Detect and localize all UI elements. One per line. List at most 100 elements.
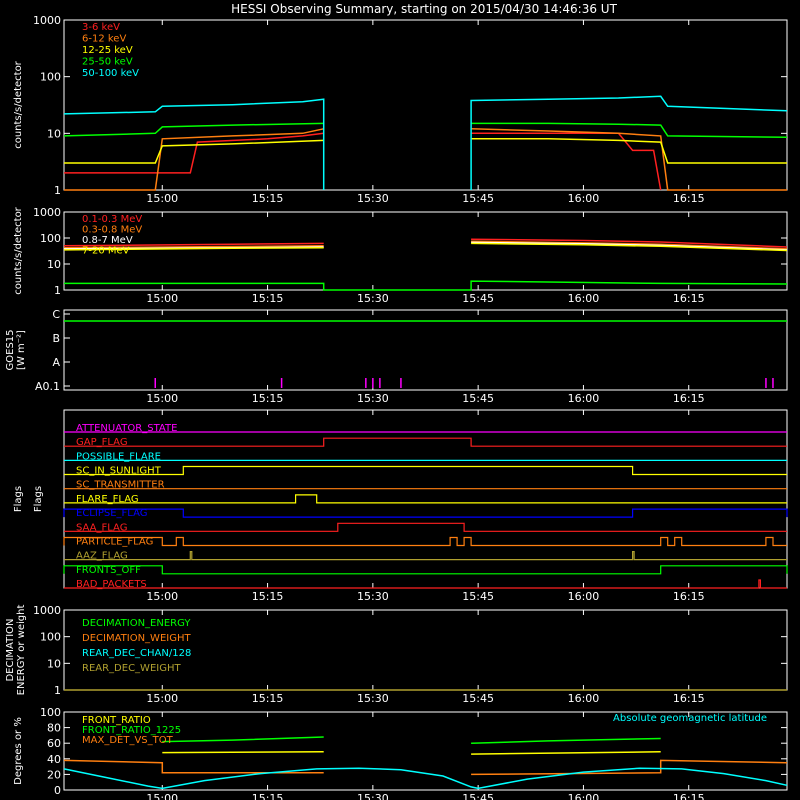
legend-entry: 3-6 keV xyxy=(82,22,120,33)
x-tick-label: 16:15 xyxy=(673,392,705,405)
flag-trace xyxy=(64,579,787,589)
series-line-6-12-kev xyxy=(471,128,787,191)
x-tick-label: 15:00 xyxy=(146,292,178,305)
y-tick-label: 1000 xyxy=(33,14,61,27)
x-tick-label: 16:00 xyxy=(568,192,600,205)
flag-label: SC_IN_SUNLIGHT xyxy=(76,466,162,477)
series-line-3-6-kev xyxy=(471,132,662,191)
y-tick-label: A xyxy=(52,356,60,369)
y-axis-label-2: [W m⁻²] xyxy=(16,330,27,370)
series-line-7-20-mev xyxy=(471,242,788,252)
flag-label: POSSIBLE_FLARE xyxy=(76,451,161,462)
y-tick-label: 1 xyxy=(54,184,61,197)
y-tick-label: 1 xyxy=(54,284,61,297)
flag-label: GAP_FLAG xyxy=(76,437,128,448)
x-tick-label: 15:30 xyxy=(357,192,389,205)
x-tick-label: 16:00 xyxy=(568,292,600,305)
flag-trace xyxy=(63,536,787,547)
series-line-unnamed xyxy=(63,767,788,790)
series-line-0-3-0-8-mev xyxy=(471,240,788,250)
x-tick-label: 15:45 xyxy=(462,292,494,305)
y-tick-label: B xyxy=(52,332,60,345)
panel-high_energy: 15:00 15:15 15:30 15:45 16:00 16:15 1 10 100 1000… xyxy=(13,206,788,305)
series-line-25-50-kev xyxy=(471,122,788,139)
flag-label: AAZ_FLAG xyxy=(76,551,128,562)
legend-entry: 25-50 keV xyxy=(82,57,133,68)
x-tick-label: 15:00 xyxy=(146,590,178,603)
flag-label: BAD_PACKETS xyxy=(76,579,147,590)
x-tick-label: 16:15 xyxy=(673,792,705,800)
series-line-0-1-0-3-mev xyxy=(471,238,788,248)
x-tick-label: 15:15 xyxy=(252,392,284,405)
x-tick-label: 15:00 xyxy=(146,692,178,705)
x-tick-label: 15:45 xyxy=(462,392,494,405)
y-tick-label: 60 xyxy=(47,737,61,750)
plot-frame xyxy=(63,711,788,791)
x-tick-label: 15:15 xyxy=(252,292,284,305)
flag-trace xyxy=(63,508,788,518)
x-tick-label: 16:15 xyxy=(673,192,705,205)
y-tick-label: A0.1 xyxy=(35,380,60,393)
y-tick-label: 20 xyxy=(47,768,61,781)
plot-frame xyxy=(63,19,788,191)
y-axis-label: GOES15 xyxy=(5,329,16,370)
legend-entry: FRONT_RATIO xyxy=(82,715,151,726)
legend-entry: 0.3-0.8 MeV xyxy=(82,225,142,236)
legend-entry: DECIMATION_WEIGHT xyxy=(82,633,191,644)
y-axis-label: counts/s/detector xyxy=(13,206,24,294)
x-tick-label: 15:45 xyxy=(462,792,494,800)
flag-label: SC_TRANSMITTER xyxy=(76,480,165,491)
series-line-3-6-kev xyxy=(64,132,324,174)
panel-decimation: 15:00 15:15 15:30 15:45 16:00 16:15 1 10 100 1000… xyxy=(5,604,788,705)
flag-trace xyxy=(64,494,787,504)
y-axis-label: counts/s/detector xyxy=(13,60,24,148)
legend-entry: FRONT_RATIO_1225 xyxy=(82,725,181,736)
legend-entry: 7-20 MeV xyxy=(82,246,130,257)
panel-low_energy: 15:00 15:15 15:30 15:45 16:00 16:15 1 10 100 1000… xyxy=(13,14,788,205)
flag-label: FRONTS_OFF xyxy=(76,565,141,576)
series-line-front-ratio-1225 xyxy=(162,736,324,743)
x-tick-label: 15:30 xyxy=(357,792,389,800)
flag-label: ECLIPSE_FLAG xyxy=(76,508,147,519)
x-tick-label: 16:00 xyxy=(568,792,600,800)
series-line-6-12-kev xyxy=(64,128,324,191)
series-line-front-ratio-1225 xyxy=(471,737,661,744)
x-tick-label: 15:15 xyxy=(252,692,284,705)
y-tick-label: 100 xyxy=(40,706,61,719)
flag-trace xyxy=(64,437,787,447)
flag-label: ATTENUATOR_STATE xyxy=(76,423,177,434)
series-line-12-25-kev xyxy=(471,138,787,164)
series-line-front-ratio xyxy=(162,751,324,754)
x-tick-label: 16:15 xyxy=(673,590,705,603)
y-tick-label: 0 xyxy=(54,784,61,797)
series-line-50-100-kev xyxy=(63,98,325,190)
x-tick-label: 15:00 xyxy=(146,392,178,405)
y-tick-label: 10 xyxy=(47,258,61,271)
series-line-unnamed xyxy=(64,280,788,291)
series-line-0-3-0-8-mev xyxy=(63,245,324,249)
series-line-50-100-kev xyxy=(470,95,788,190)
flag-label: FLARE_FLAG xyxy=(76,494,139,505)
flag-trace xyxy=(64,522,787,532)
series-line-25-50-kev xyxy=(63,122,324,137)
y-tick-label: 1 xyxy=(54,684,61,697)
y-axis-label-2: ENERGY or weight xyxy=(16,605,27,696)
legend-entry: REAR_DEC_WEIGHT xyxy=(82,663,181,674)
y-tick-label: 1000 xyxy=(33,604,61,617)
y-tick-label: 10 xyxy=(47,657,61,670)
x-tick-label: 15:15 xyxy=(252,590,284,603)
y-axis-label: Flags xyxy=(13,486,24,512)
x-tick-label: 16:00 xyxy=(568,590,600,603)
panel-flags: 15:00 15:15 15:30 15:45 16:00 16:15 Flags ATTEN… xyxy=(13,409,788,603)
flag-label: SAA_FLAG xyxy=(76,522,127,533)
flag-trace xyxy=(63,565,788,575)
x-tick-label: 15:15 xyxy=(252,192,284,205)
series-line-7-20-mev xyxy=(63,247,324,251)
annotation-text: Absolute geomagnetic latitude xyxy=(613,713,767,724)
x-tick-label: 15:00 xyxy=(146,192,178,205)
x-tick-label: 16:00 xyxy=(568,692,600,705)
x-tick-label: 16:15 xyxy=(673,292,705,305)
y-tick-label: 10 xyxy=(47,127,61,140)
legend-entry: MAX_DET_VS_TOT xyxy=(82,735,174,746)
x-tick-label: 15:30 xyxy=(357,392,389,405)
